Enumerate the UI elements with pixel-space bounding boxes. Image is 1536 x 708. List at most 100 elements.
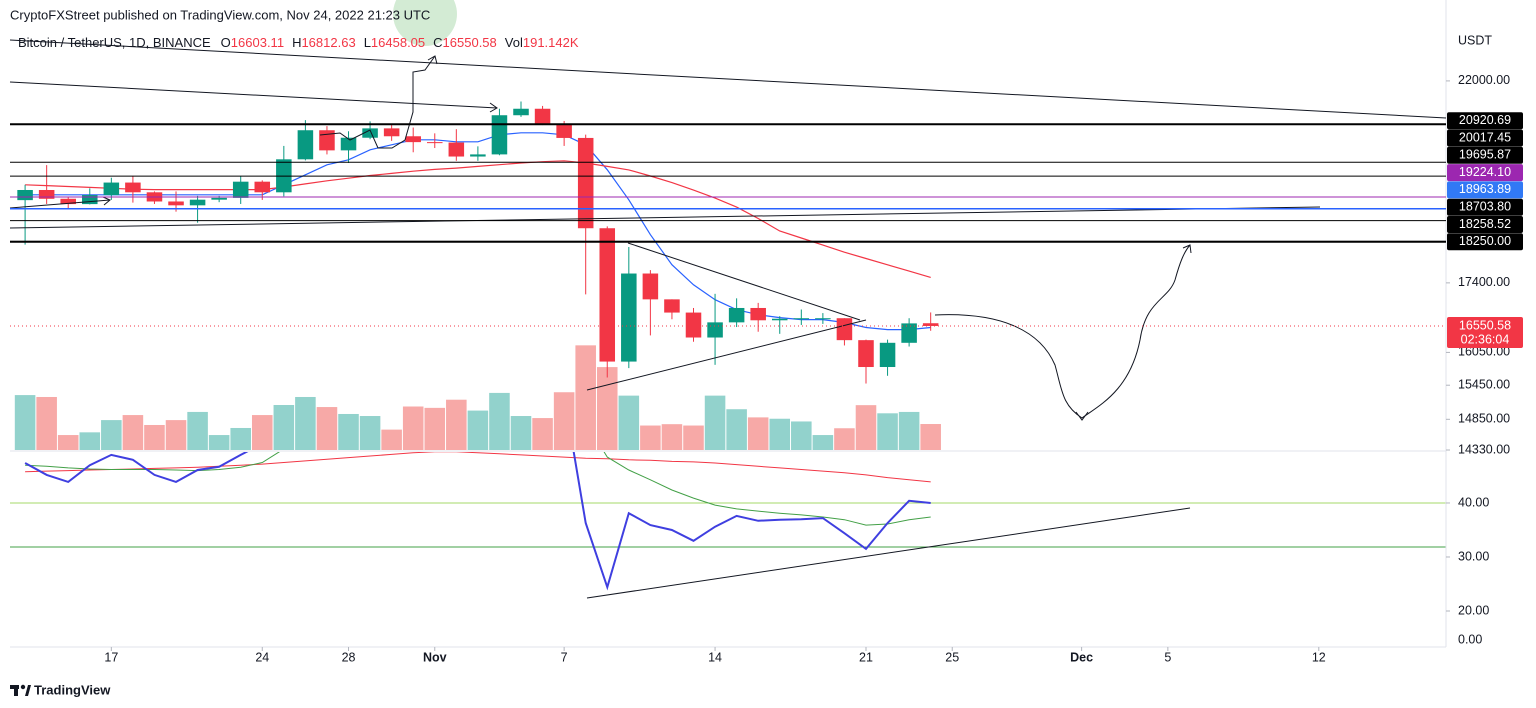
volume-bar xyxy=(187,411,208,450)
volume-bar xyxy=(402,406,424,450)
legend-key: L xyxy=(364,35,371,50)
volume-bar xyxy=(144,424,165,450)
x-tick-label: 25 xyxy=(945,650,959,664)
y-tick-label: 15450.00 xyxy=(1458,378,1510,392)
candle-body xyxy=(922,323,939,326)
legend-key: O xyxy=(221,35,231,50)
candle-body xyxy=(383,128,400,137)
currency-label: USDT xyxy=(1458,33,1492,47)
level-label: 18258.52 xyxy=(1459,217,1511,231)
drawings xyxy=(9,39,1447,599)
x-tick-label: Nov xyxy=(423,650,447,664)
x-tick-label: 28 xyxy=(342,650,356,664)
candle-body xyxy=(577,137,594,229)
price-label: 16550.58 xyxy=(1459,318,1511,332)
rsi-trendline xyxy=(586,507,1191,599)
candle-body xyxy=(621,273,637,362)
legend: Bitcoin / TetherUS, 1D, BINANCE O16603.11… xyxy=(18,35,579,50)
candle-body xyxy=(793,318,810,320)
candle-body xyxy=(879,342,896,368)
candle-body xyxy=(815,318,831,320)
volume-bar xyxy=(726,409,747,450)
price-label-box xyxy=(1447,316,1523,348)
level-label: 18703.80 xyxy=(1459,200,1511,214)
candle-body xyxy=(513,108,529,116)
candle-body xyxy=(901,323,917,343)
volume-bar xyxy=(79,432,101,450)
x-tick-label: 5 xyxy=(1164,650,1171,664)
candle-body xyxy=(556,124,572,138)
volume-bar xyxy=(640,425,661,450)
volume-bar xyxy=(359,416,381,450)
level-label: 20920.69 xyxy=(1459,113,1511,127)
candle-body xyxy=(771,318,788,321)
x-tick-label: 21 xyxy=(859,650,873,664)
x-tick-label: Dec xyxy=(1070,650,1093,664)
footer-logo xyxy=(10,684,31,696)
candle-body xyxy=(534,108,551,125)
y-tick-label: 17400.00 xyxy=(1458,275,1510,289)
volume-bar xyxy=(424,407,446,450)
candle-body xyxy=(38,189,55,199)
rsi-line xyxy=(25,452,931,483)
y-tick-label: 14850.00 xyxy=(1458,412,1510,426)
volume-bar xyxy=(596,367,618,450)
level-label: 18963.89 xyxy=(1459,182,1511,196)
volume-bar xyxy=(834,428,855,450)
volume-bar xyxy=(704,395,726,450)
candle-body xyxy=(189,199,206,206)
projection-path xyxy=(934,244,1191,419)
candle-body xyxy=(728,307,745,323)
rsi-tick-label: 20.00 xyxy=(1458,603,1489,617)
level-label-box xyxy=(1447,198,1523,216)
candle-body xyxy=(82,195,98,205)
arrowhead xyxy=(102,196,111,206)
candle-body xyxy=(60,198,76,205)
candle-body xyxy=(232,181,249,198)
volume-bar xyxy=(57,435,79,450)
candle-body xyxy=(297,130,314,160)
secondary-scale-label: 0.00 xyxy=(1458,632,1482,646)
candle-body xyxy=(836,318,853,341)
header: CryptoFXStreet published on TradingView.… xyxy=(10,7,430,22)
price-pane xyxy=(14,101,941,450)
level-label: 20017.45 xyxy=(1459,130,1511,144)
rsi-tick-label: 40.00 xyxy=(1458,495,1489,509)
marker-circle xyxy=(393,0,457,46)
volume-bar xyxy=(877,413,898,450)
candle-body xyxy=(125,182,141,193)
trendline xyxy=(9,81,498,109)
level-label: 19224.10 xyxy=(1459,165,1511,179)
x-tick-label: 24 xyxy=(255,650,269,664)
legend-key: Vol xyxy=(505,35,523,50)
x-tick-label: 17 xyxy=(104,650,118,664)
x-tick-label: 12 xyxy=(1312,650,1326,664)
trendline xyxy=(9,199,111,209)
candle-body xyxy=(858,340,874,368)
level-label: 19695.87 xyxy=(1459,148,1511,162)
trendline xyxy=(9,39,1447,119)
arrowhead xyxy=(1182,244,1192,254)
candle-body xyxy=(405,136,421,143)
candle-body xyxy=(254,181,271,193)
candle-body xyxy=(319,130,335,151)
volume-bar xyxy=(122,415,144,450)
volume-bar xyxy=(683,425,704,450)
candle-body xyxy=(427,142,443,144)
level-label: 18250.00 xyxy=(1459,234,1511,248)
volume-bar xyxy=(791,421,812,450)
rsi-tick-label: 30.00 xyxy=(1458,549,1489,563)
legend-value: 16458.05 xyxy=(371,35,425,50)
arrowhead xyxy=(489,102,498,113)
candle-body xyxy=(491,115,508,155)
volume-bar xyxy=(251,415,273,450)
candle-body xyxy=(664,299,680,313)
volume-bar xyxy=(661,424,683,450)
volume-bar xyxy=(898,411,920,450)
footer-brand: TradingView xyxy=(34,682,111,697)
x-tick-label: 14 xyxy=(708,650,722,664)
volume-bar xyxy=(316,407,338,450)
volume-bar xyxy=(467,410,489,450)
